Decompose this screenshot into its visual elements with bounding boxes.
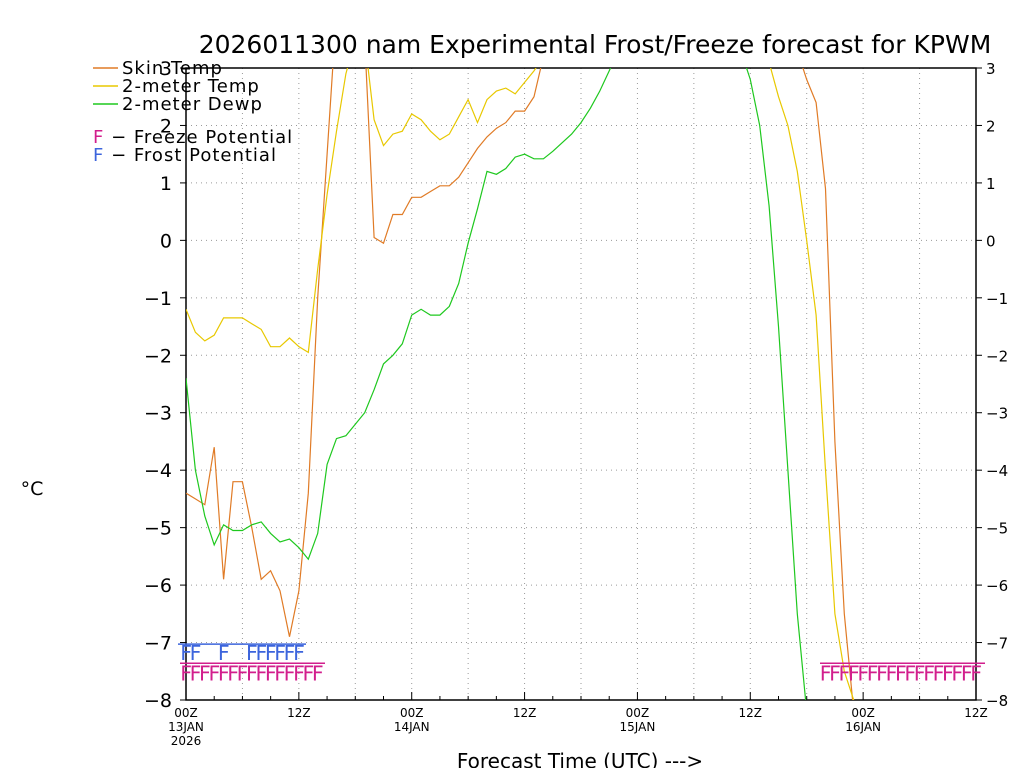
freeze-marker: F [208, 661, 220, 685]
legend-freeze: F − Freeze Potential [93, 127, 293, 148]
freeze-marker: F [829, 661, 841, 685]
series-lines [186, 68, 855, 700]
x-tick-label: 00Z [400, 706, 424, 720]
y-tick-label-right: −7 [986, 635, 1008, 653]
frost-marker: F [246, 641, 258, 665]
y-tick-label-right: −1 [986, 290, 1008, 308]
freeze-marker: F [255, 661, 267, 685]
y-tick-label-right: −2 [986, 347, 1008, 365]
y-tick-label-right: 0 [986, 232, 996, 250]
x-tick-date: 13JAN [168, 720, 204, 734]
x-tick-year: 2026 [171, 734, 202, 748]
series-line-skin-temp [186, 68, 542, 637]
freeze-marker: F [961, 661, 973, 685]
y-tick-label: −4 [144, 460, 172, 482]
y-tick-label: 2 [160, 115, 172, 137]
x-tick-label: 00Z [851, 706, 875, 720]
freeze-marker: F [820, 661, 832, 685]
legend-frost: F − Frost Potential [93, 145, 277, 166]
frost-marker: F [255, 641, 267, 665]
freeze-marker: F [914, 661, 926, 685]
freeze-marker: F [970, 661, 982, 685]
frost-marker: F [274, 641, 286, 665]
y-tick-label-right: −3 [986, 405, 1008, 423]
freeze-marker: F [885, 661, 897, 685]
x-tick-label: 12Z [739, 706, 763, 720]
freeze-marker: F [848, 661, 860, 685]
y-tick-label: −2 [144, 345, 172, 367]
freeze-marker: F [199, 661, 211, 685]
freeze-marker: F [951, 661, 963, 685]
frost-marker: F [180, 641, 192, 665]
x-tick-label: 12Z [513, 706, 537, 720]
y-tick-label-right: −8 [986, 692, 1008, 710]
series-line-2-meter-temp [186, 68, 537, 354]
y-tick-label-right: −4 [986, 462, 1008, 480]
y-tick-label: 0 [160, 230, 172, 252]
freeze-marker: F [293, 661, 305, 685]
freeze-marker: F [236, 661, 248, 685]
y-tick-label-right: −6 [986, 577, 1008, 595]
x-axis-label: Forecast Time (UTC) ---> [457, 749, 703, 768]
freeze-marker: F [876, 661, 888, 685]
x-tick-label: 12Z [287, 706, 311, 720]
frost-marker: F [283, 641, 295, 665]
y-axis-ticks: 3 3 2 2 1 1 0 0 −1 −1 −2 −2 −3 −3 −4 −4 −5 −5 −6 −6 −7 −7 −8 −8 [144, 58, 1008, 712]
series-line-skin-temp [802, 68, 854, 700]
x-tick-date: 14JAN [394, 720, 430, 734]
freeze-marker: F [302, 661, 314, 685]
y-tick-label: 1 [160, 173, 172, 195]
y-tick-label: −7 [144, 633, 172, 655]
freeze-marker: F [180, 661, 192, 685]
freeze-marker: F [838, 661, 850, 685]
legend-label: 2-meter Temp [122, 76, 260, 97]
freeze-marker: F [942, 661, 954, 685]
freeze-marker: F [867, 661, 879, 685]
grid-lines [186, 68, 976, 700]
y-axis-label: °C [21, 478, 44, 500]
y-tick-label-right: 1 [986, 175, 996, 193]
freeze-marker: F [246, 661, 258, 685]
frost-marker: F [265, 641, 277, 665]
freeze-marker: F [218, 661, 230, 685]
x-tick-label: 00Z [174, 706, 198, 720]
y-tick-label: 3 [160, 58, 172, 80]
y-tick-label: −1 [144, 288, 172, 310]
y-tick-label-right: 2 [986, 117, 996, 135]
freeze-marker: F [189, 661, 201, 685]
chart-title: 2026011300 nam Experimental Frost/Freeze… [199, 30, 992, 59]
freeze-marker: F [923, 661, 935, 685]
freeze-marker: F [932, 661, 944, 685]
freeze-marker: F [227, 661, 239, 685]
y-tick-label: −3 [144, 403, 172, 425]
legend-label: 2-meter Dewp [122, 94, 263, 115]
frost-marker: F [293, 641, 305, 665]
freeze-marker: F [312, 661, 324, 685]
freeze-marker: F [274, 661, 286, 685]
freeze-marker: F [265, 661, 277, 685]
freeze-marker: F [895, 661, 907, 685]
x-tick-label: 00Z [626, 706, 650, 720]
x-tick-date: 15JAN [620, 720, 656, 734]
y-tick-label-right: 3 [986, 60, 996, 78]
y-tick-label: −8 [144, 690, 172, 712]
frost-marker: F [218, 641, 230, 665]
freeze-marker: F [283, 661, 295, 685]
series-line-2-meter-dewp [186, 68, 612, 561]
freeze-marker: F [904, 661, 916, 685]
series-line-2-meter-dewp [745, 68, 807, 700]
y-tick-label: −6 [144, 575, 172, 597]
x-tick-label: 12Z [964, 706, 988, 720]
freeze-marker: F [857, 661, 869, 685]
y-tick-label-right: −5 [986, 520, 1008, 538]
y-tick-label: −5 [144, 518, 172, 540]
x-tick-date: 16JAN [845, 720, 881, 734]
series-line-2-meter-temp [770, 68, 855, 700]
frost-marker: F [189, 641, 201, 665]
legend-label: Skin Temp [122, 58, 223, 79]
